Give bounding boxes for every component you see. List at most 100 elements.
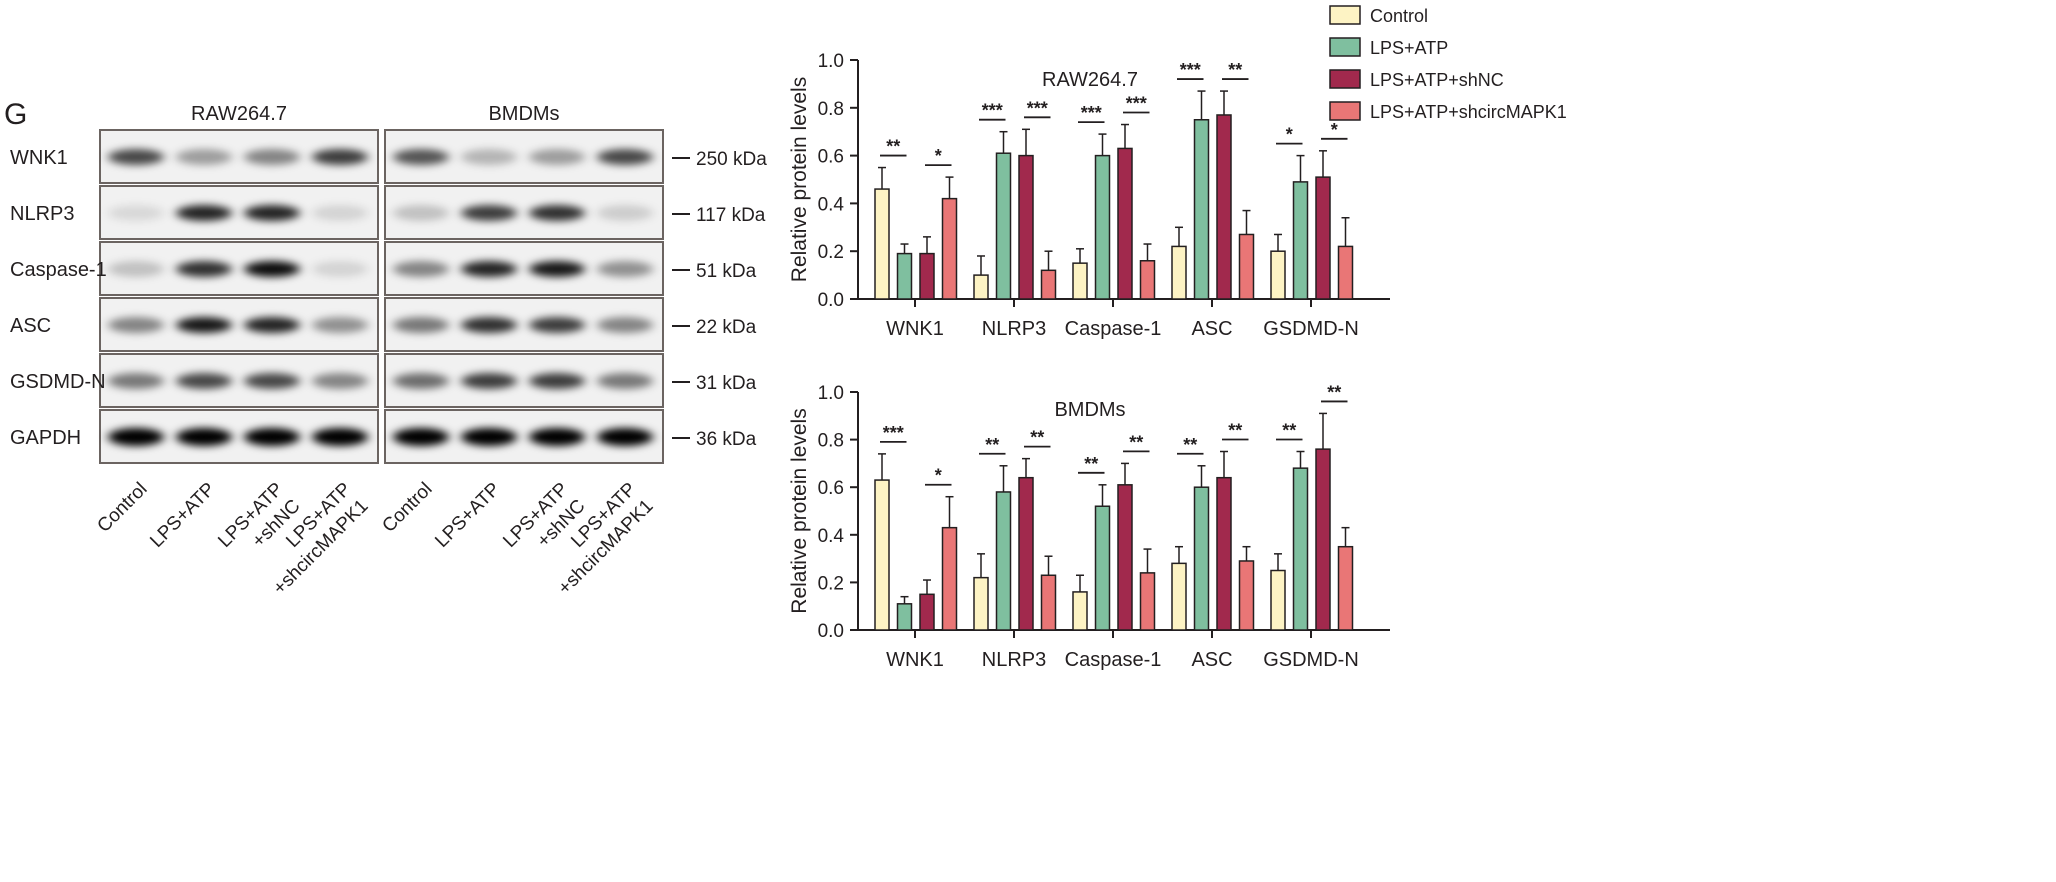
- chart-title: RAW264.7: [1042, 69, 1138, 91]
- protein-label: WNK1: [10, 147, 68, 169]
- significance-stars: **: [1183, 435, 1197, 455]
- bar: [1216, 476, 1232, 631]
- bar: [1216, 114, 1232, 300]
- protein-band: [529, 373, 585, 389]
- legend-swatch: [1329, 101, 1361, 121]
- protein-band: [176, 205, 232, 221]
- bar: [1171, 245, 1187, 300]
- protein-band: [244, 317, 300, 333]
- marker-label: 250 kDa: [696, 149, 767, 170]
- western-blot: RAW264.7 BMDMs WNK1 250 kDa NLRP3 117 kDa Casp…: [10, 103, 767, 599]
- svg-text:LPS+ATP: LPS+ATP: [146, 479, 219, 552]
- bar: [941, 197, 958, 300]
- protein-band: [108, 205, 164, 221]
- bar: [973, 576, 989, 631]
- protein-band: [529, 428, 585, 446]
- cell-line-title: BMDMs: [488, 103, 559, 125]
- protein-label: ASC: [10, 315, 51, 337]
- x-tick-label: Caspase-1: [1065, 318, 1162, 340]
- protein-band: [108, 317, 164, 333]
- protein-band: [461, 373, 517, 389]
- significance-stars: ***: [1126, 94, 1147, 114]
- protein-band: [108, 373, 164, 389]
- significance-stars: **: [985, 435, 999, 455]
- bar: [1040, 269, 1057, 300]
- protein-band: [244, 261, 300, 277]
- chart-title: BMDMs: [1054, 399, 1125, 421]
- lane-label: LPS+ATP: [146, 479, 219, 552]
- x-tick-label: ASC: [1191, 318, 1232, 340]
- protein-label: Caspase-1: [10, 259, 107, 281]
- y-tick-label: 0.4: [818, 526, 845, 547]
- protein-band: [244, 205, 300, 221]
- protein-band: [461, 149, 517, 165]
- bar: [1139, 572, 1156, 631]
- protein-band: [176, 428, 232, 446]
- protein-band: [393, 261, 449, 277]
- legend-swatch: [1329, 5, 1361, 25]
- protein-band: [597, 317, 653, 333]
- protein-band: [393, 149, 449, 165]
- bar: [1072, 591, 1088, 631]
- protein-band: [461, 317, 517, 333]
- protein-band: [597, 205, 653, 221]
- y-axis-label: Relative protein levels: [788, 77, 811, 282]
- protein-band: [312, 317, 368, 333]
- protein-band: [108, 149, 164, 165]
- x-tick-label: NLRP3: [982, 318, 1046, 340]
- significance-stars: *: [935, 146, 942, 166]
- y-tick-label: 0.0: [818, 290, 844, 311]
- marker-label: 36 kDa: [696, 429, 757, 450]
- x-tick-label: ASC: [1191, 649, 1232, 671]
- significance-stars: *: [1286, 125, 1293, 145]
- svg-text:LPS+ATP: LPS+ATP: [431, 479, 504, 552]
- bar: [1337, 545, 1354, 631]
- lane-label: LPS+ATP+shNC: [499, 479, 589, 552]
- protein-band: [108, 428, 164, 446]
- x-tick-label: Caspase-1: [1065, 649, 1162, 671]
- protein-band: [597, 428, 653, 446]
- protein-band: [597, 261, 653, 277]
- protein-band: [529, 205, 585, 221]
- x-tick-label: GSDMD-N: [1263, 649, 1359, 671]
- legend-swatch: [1329, 69, 1361, 89]
- significance-stars: **: [1327, 382, 1341, 402]
- marker-label: 117 kDa: [696, 205, 766, 226]
- panel-label: G: [4, 98, 27, 131]
- significance-stars: **: [1228, 421, 1242, 441]
- y-tick-label: 0.4: [818, 194, 845, 215]
- significance-stars: **: [1282, 421, 1296, 441]
- bar: [1292, 181, 1309, 300]
- bar: [1270, 250, 1286, 300]
- bar-charts: RAW264.7 0.0 0.2 0.4 0.6 0.8 1.0 Relative prote…: [788, 51, 1390, 671]
- protein-label: GAPDH: [10, 427, 81, 449]
- svg-text:Control: Control: [93, 479, 151, 537]
- svg-text:Control: Control: [378, 479, 436, 537]
- legend-label: LPS+ATP: [1370, 38, 1448, 58]
- bar: [1193, 486, 1210, 631]
- chart-0: RAW264.7 0.0 0.2 0.4 0.6 0.8 1.0 Relative prote…: [788, 51, 1390, 340]
- lane-label: LPS+ATP+shNC: [214, 479, 304, 552]
- protein-band: [461, 261, 517, 277]
- legend-label: LPS+ATP+shcircMAPK1: [1370, 102, 1567, 122]
- protein-band: [244, 373, 300, 389]
- y-axis-label: Relative protein levels: [788, 408, 811, 613]
- marker-label: 51 kDa: [696, 261, 757, 282]
- bar: [1018, 154, 1034, 300]
- x-tick-label: NLRP3: [982, 649, 1046, 671]
- protein-band: [597, 149, 653, 165]
- significance-stars: **: [1030, 428, 1044, 448]
- protein-band: [244, 428, 300, 446]
- bar: [919, 252, 935, 300]
- protein-band: [461, 428, 517, 446]
- bar: [874, 479, 890, 631]
- bar: [896, 603, 913, 631]
- protein-band: [393, 428, 449, 446]
- bar: [1315, 448, 1331, 631]
- protein-band: [529, 149, 585, 165]
- significance-stars: **: [1084, 454, 1098, 474]
- y-tick-label: 0.8: [818, 431, 844, 452]
- significance-stars: **: [1129, 432, 1143, 452]
- bar: [995, 152, 1012, 300]
- legend-label: Control: [1370, 6, 1428, 26]
